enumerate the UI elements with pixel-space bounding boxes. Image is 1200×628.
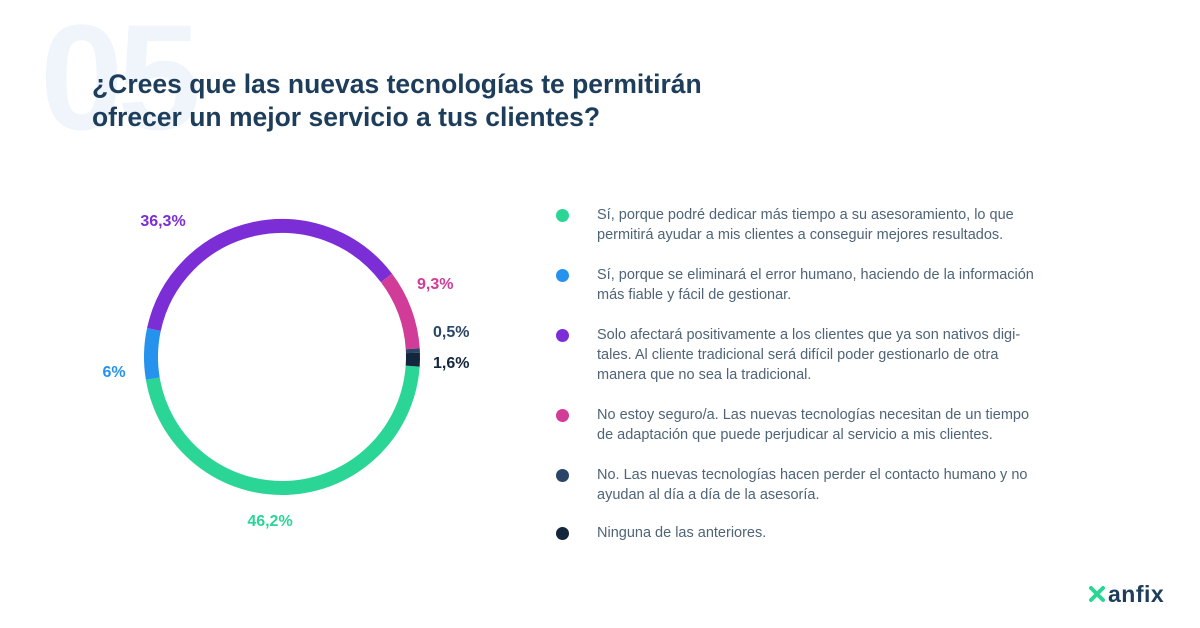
donut-slice (380, 273, 420, 350)
legend-text-line: permitirá ayudar a mis clientes a conseg… (597, 227, 1004, 243)
legend-text-line: Ninguna de las anteriores. (597, 525, 767, 541)
background-number: 05 (40, 0, 201, 161)
legend-dot (556, 269, 569, 282)
legend-item: No estoy seguro/a. Las nuevas tecnología… (555, 405, 1075, 445)
donut-slice (145, 365, 420, 495)
chart-legend: Sí, porque podré dedicar más tiempo a su… (555, 205, 1075, 543)
logo-text: anfix (1108, 580, 1165, 607)
slice-label: 1,6% (433, 355, 469, 372)
slice-label: 0,5% (433, 324, 469, 341)
legend-text-line: Sí, porque podré dedicar más tiempo a su… (597, 207, 1014, 223)
legend-item: Sí, porque se eliminará el error humano,… (555, 265, 1075, 305)
title-line-2: ofrecer un mejor servicio a tus clientes… (92, 102, 601, 132)
slice-label: 46,2% (247, 513, 292, 530)
anfix-logo: anfix (1088, 580, 1164, 608)
slice-label: 9,3% (417, 276, 453, 293)
legend-item: Sí, porque podré dedicar más tiempo a su… (555, 205, 1075, 245)
legend-text-line: No. Las nuevas tecnologías hacen perder … (597, 467, 1028, 483)
legend-dot (556, 209, 569, 222)
donut-slice (147, 218, 393, 331)
legend-item: Ninguna de las anteriores. (555, 523, 1075, 543)
anfix-x-icon (1089, 586, 1105, 602)
legend-text-line: tales. Al cliente tradicional será difíc… (597, 347, 999, 363)
legend-text-line: No estoy seguro/a. Las nuevas tecnología… (597, 407, 1030, 423)
legend-text-line: ayudan al día a día de la asesoría. (597, 487, 820, 503)
title-line-1: ¿Crees que las nuevas tecnologías te per… (92, 69, 702, 99)
legend-dot (556, 409, 569, 422)
legend-dot (556, 469, 569, 482)
legend-item: No. Las nuevas tecnologías hacen perder … (555, 465, 1075, 505)
legend-text-line: más fiable y fácil de gestionar. (597, 287, 792, 303)
legend-text-line: Sí, porque se eliminará el error humano,… (597, 267, 1034, 283)
legend-text-line: Solo afectará positivamente a los client… (597, 327, 1021, 343)
legend-item: Solo afectará positivamente a los client… (555, 325, 1075, 385)
slice-label: 36,3% (140, 213, 185, 230)
donut-slice (144, 328, 161, 380)
legend-text-line: manera que no sea la tradicional. (597, 367, 812, 383)
slice-label: 6% (102, 364, 125, 381)
legend-dot (556, 527, 569, 540)
page-title: ¿Crees que las nuevas tecnologías te per… (92, 68, 852, 134)
legend-dot (556, 329, 569, 342)
legend-text-line: de adaptación que puede perjudicar al se… (597, 427, 993, 443)
